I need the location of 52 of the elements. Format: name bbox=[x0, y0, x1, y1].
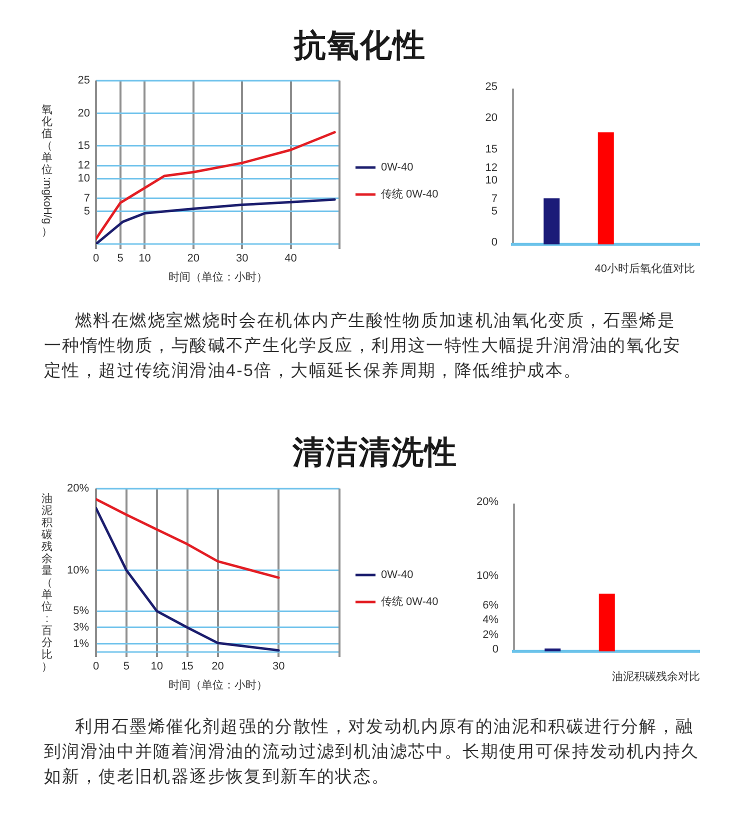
y-tick-label: 20 bbox=[485, 112, 498, 124]
y-tick-label: 0 bbox=[492, 644, 498, 656]
y-tick-label: 5% bbox=[73, 605, 90, 618]
x-tick-label: 0 bbox=[92, 660, 100, 673]
x-tick-label: 15 bbox=[181, 660, 194, 673]
x-tick-label: 20 bbox=[187, 252, 200, 265]
y-tick-label: 15 bbox=[78, 140, 90, 152]
y-tick-label: 25 bbox=[78, 74, 90, 87]
x-axis-title: 油泥积碳残余对比 bbox=[611, 670, 700, 684]
y-tick-label: 20% bbox=[66, 482, 90, 495]
y-tick-label: 10 bbox=[78, 172, 90, 185]
x-axis-title: 时间（单位：小时） bbox=[168, 270, 268, 284]
x-axis-title: 40小时后氧化值对比 bbox=[594, 262, 695, 276]
y-axis-title: 氧化值（单位:mgkoH/g） bbox=[41, 104, 53, 238]
y-tick-label: 20 bbox=[78, 107, 90, 120]
x-tick-label: 20 bbox=[212, 660, 224, 673]
y-tick-label: 15 bbox=[485, 143, 498, 156]
x-tick-label: 40 bbox=[284, 252, 297, 265]
legend-label: 传统 0W-40 bbox=[381, 188, 438, 201]
x-tick-label: 0 bbox=[92, 252, 100, 265]
y-tick-label: 25 bbox=[485, 80, 498, 93]
y-tick-label: 10 bbox=[485, 174, 498, 186]
chart-title: 抗氧化性 bbox=[292, 26, 427, 65]
x-axis-title: 时间（单位：小时） bbox=[168, 678, 268, 692]
legend-label: 传统 0W-40 bbox=[381, 595, 438, 608]
legend-label: 0W-40 bbox=[381, 569, 414, 582]
y-tick-label: 7 bbox=[491, 193, 498, 206]
y-tick-label: 20% bbox=[476, 496, 499, 508]
y-tick-label: 3% bbox=[73, 622, 90, 634]
y-tick-label: 1% bbox=[73, 638, 90, 650]
y-tick-label: 7 bbox=[84, 192, 90, 204]
text: 油泥积碳残余量（单位:百分比） bbox=[42, 493, 52, 673]
x-tick-label: 10 bbox=[138, 252, 151, 265]
y-tick-label: 5 bbox=[491, 206, 498, 218]
text: 利用石墨烯催化剂超强的分散性，对发动机内原有的油泥和积碳进行分解，融到润滑油中并随着润滑油的流动过滤到机油滤芯中。长期使用可保持发动机内持久如新，使老旧机器逐步恢复到新车的状态。 bbox=[44, 716, 700, 788]
legend-label: 0W-40 bbox=[381, 162, 414, 174]
y-tick-label: 2% bbox=[482, 628, 499, 641]
x-tick-label: 30 bbox=[236, 252, 248, 265]
y-tick-label: 10% bbox=[476, 570, 499, 582]
x-tick-label: 5 bbox=[117, 252, 124, 265]
chart-title: 清洁清洗性 bbox=[292, 433, 458, 472]
y-tick-label: 6% bbox=[482, 599, 499, 612]
y-tick-label: 5 bbox=[84, 205, 90, 218]
y-tick-label: 12 bbox=[78, 160, 90, 172]
y-tick-label: 0 bbox=[491, 236, 498, 249]
text: 燃料在燃烧室燃烧时会在机体内产生酸性物质加速机油氧化变质，石墨烯是一种惰性物质，与酸碱不产生化学反应，利用这一特性大幅提升润滑油的氧化安定性，超过传统润滑油4-5倍，大幅延长保养周期，降低维护成本。 bbox=[44, 310, 682, 382]
y-tick-label: 10% bbox=[66, 564, 90, 576]
x-tick-label: 30 bbox=[272, 660, 285, 673]
y-tick-label: 12 bbox=[485, 162, 498, 174]
x-tick-label: 5 bbox=[123, 660, 130, 673]
y-tick-label: 4% bbox=[482, 614, 499, 626]
x-tick-label: 10 bbox=[150, 660, 163, 673]
